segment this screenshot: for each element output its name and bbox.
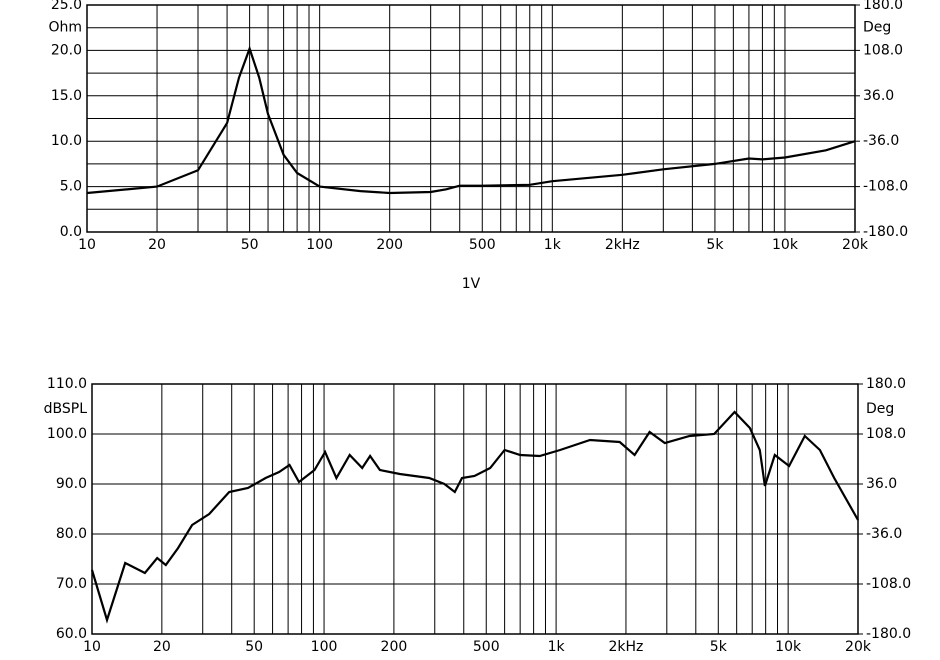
- y-axis-label: dBSPL: [44, 401, 88, 417]
- x-tick-label: 1k: [548, 639, 566, 655]
- x-tick-label: 10: [83, 639, 101, 655]
- y2-tick-label: 36.0: [866, 476, 897, 492]
- x-tick-label: 100: [306, 237, 333, 253]
- y2-tick-label: 180.0: [863, 0, 903, 13]
- y2-tick-label: -36.0: [866, 526, 902, 542]
- y-tick-label: 15.0: [51, 88, 82, 104]
- x-tick-label: 20: [153, 639, 171, 655]
- x-tick-label: 2kHz: [609, 639, 644, 655]
- x-tick-label: 500: [469, 237, 496, 253]
- x-tick-label: 10: [78, 237, 96, 253]
- y2-tick-label: -180.0: [863, 224, 908, 240]
- y-axis-label: Ohm: [48, 20, 82, 36]
- y-tick-label: 80.0: [56, 526, 87, 542]
- y2-tick-label: 108.0: [866, 426, 906, 442]
- y-tick-label: 110.0: [47, 376, 87, 392]
- x-tick-label: 10k: [772, 237, 799, 253]
- y-tick-label: 10.0: [51, 133, 82, 149]
- x-tick-label: 500: [473, 639, 500, 655]
- y-tick-label: 90.0: [56, 476, 87, 492]
- x-axis-label: 1V: [462, 276, 481, 292]
- x-tick-label: 5k: [710, 639, 728, 655]
- y2-tick-label: 36.0: [863, 88, 894, 104]
- x-tick-label: 50: [241, 237, 259, 253]
- plot-frame: [91, 383, 859, 635]
- y2-tick-label: -36.0: [863, 133, 899, 149]
- y-tick-label: 60.0: [56, 626, 87, 642]
- x-tick-label: 20k: [845, 639, 872, 655]
- y2-tick-label: -108.0: [866, 576, 911, 592]
- line-series: [90, 410, 859, 624]
- x-tick-label: 200: [376, 237, 403, 253]
- x-tick-label: 5k: [706, 237, 724, 253]
- y2-tick-label: 180.0: [866, 376, 906, 392]
- y2-tick-label: -108.0: [863, 179, 908, 195]
- line-series: [86, 45, 856, 195]
- y-tick-label: 100.0: [47, 426, 87, 442]
- plot-frame: [86, 4, 856, 233]
- x-tick-label: 2kHz: [605, 237, 640, 253]
- x-tick-label: 20: [148, 237, 166, 253]
- y2-tick-label: -180.0: [866, 626, 911, 642]
- y-tick-label: 20.0: [51, 42, 82, 58]
- y-tick-label: 25.0: [51, 0, 82, 13]
- y2-axis-label: Deg: [863, 20, 891, 36]
- x-tick-label: 1k: [544, 237, 562, 253]
- x-tick-label: 100: [311, 639, 338, 655]
- y-tick-label: 70.0: [56, 576, 87, 592]
- x-tick-label: 50: [245, 639, 263, 655]
- x-tick-label: 10k: [775, 639, 802, 655]
- y2-axis-label: Deg: [866, 401, 894, 417]
- y-tick-label: 5.0: [60, 179, 82, 195]
- x-tick-label: 20k: [842, 237, 869, 253]
- y-tick-label: 0.0: [60, 224, 82, 240]
- y2-tick-label: 108.0: [863, 42, 903, 58]
- x-tick-label: 200: [381, 639, 408, 655]
